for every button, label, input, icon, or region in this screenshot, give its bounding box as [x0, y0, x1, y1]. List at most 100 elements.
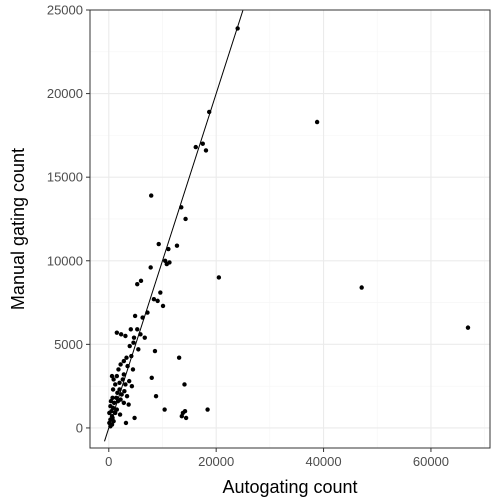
- x-tick-label: 60000: [413, 454, 449, 469]
- data-point: [176, 355, 182, 360]
- data-point: [109, 373, 115, 379]
- data-point: [111, 400, 117, 406]
- data-point: [156, 241, 161, 247]
- data-point: [142, 335, 147, 340]
- data-point: [123, 333, 128, 339]
- x-tick-label: 0: [105, 454, 112, 469]
- data-point: [135, 327, 140, 332]
- data-point: [166, 246, 171, 252]
- data-point: [124, 355, 129, 360]
- x-tick-label: 40000: [305, 454, 341, 469]
- data-point: [117, 387, 122, 392]
- y-axis-ticks: 0 5000 10000 15000 20000 25000: [47, 3, 90, 435]
- data-point: [235, 26, 240, 31]
- data-point: [129, 353, 134, 359]
- data-point: [158, 290, 163, 295]
- data-point: [110, 415, 115, 421]
- data-point: [182, 409, 188, 414]
- data-point: [119, 392, 124, 397]
- data-point: [129, 383, 135, 389]
- data-point: [120, 377, 125, 382]
- data-point: [131, 340, 136, 345]
- data-point: [136, 347, 141, 352]
- data-point: [314, 119, 320, 125]
- data-point: [127, 343, 132, 349]
- data-point: [148, 265, 153, 270]
- data-point: [114, 395, 119, 401]
- y-tick-label: 10000: [47, 253, 83, 268]
- data-point: [115, 398, 121, 404]
- data-point: [117, 380, 122, 386]
- data-point: [122, 388, 127, 394]
- data-point: [132, 415, 137, 421]
- data-point: [153, 393, 159, 399]
- data-point: [130, 367, 136, 372]
- data-point: [107, 410, 112, 416]
- data-point: [118, 332, 124, 337]
- data-point: [200, 141, 205, 146]
- data-point: [114, 330, 120, 335]
- y-tick-label: 0: [76, 420, 83, 435]
- y-axis-title: Manual gating count: [8, 148, 28, 310]
- data-point: [121, 372, 127, 377]
- data-point: [110, 387, 116, 392]
- data-point: [138, 332, 143, 337]
- data-point: [216, 275, 222, 280]
- data-point: [179, 414, 185, 419]
- data-point: [138, 278, 144, 284]
- data-point: [135, 281, 140, 287]
- data-point: [125, 363, 130, 369]
- data-point: [160, 303, 166, 309]
- data-point: [113, 410, 118, 416]
- data-point: [145, 310, 150, 315]
- x-axis-ticks: 0 20000 40000 60000: [105, 448, 449, 469]
- data-point: [174, 243, 180, 248]
- data-point: [132, 313, 138, 319]
- x-axis-title: Autogating count: [222, 477, 357, 497]
- data-point: [155, 298, 160, 304]
- data-point: [114, 373, 120, 379]
- data-point: [126, 378, 132, 384]
- data-point: [113, 382, 118, 387]
- plot-panel: [90, 10, 490, 448]
- data-point: [121, 358, 127, 364]
- data-point: [162, 258, 168, 263]
- data-points: [107, 26, 471, 429]
- panel-border: [89, 9, 491, 449]
- data-point: [111, 377, 116, 382]
- y-tick-label: 5000: [54, 337, 83, 352]
- data-point: [183, 216, 188, 222]
- data-point: [183, 415, 189, 421]
- data-point: [118, 362, 123, 367]
- y-tick-label: 25000: [47, 3, 83, 18]
- data-point: [126, 402, 131, 407]
- data-point: [124, 393, 130, 399]
- data-point: [110, 405, 116, 411]
- data-point: [115, 390, 120, 396]
- data-point: [149, 375, 154, 380]
- data-point: [151, 297, 157, 302]
- data-point: [149, 193, 154, 198]
- y-tick-label: 15000: [47, 170, 83, 185]
- x-tick-label: 20000: [198, 454, 234, 469]
- data-point: [111, 419, 116, 424]
- data-point: [123, 382, 128, 387]
- data-point: [164, 261, 169, 267]
- data-point: [117, 412, 123, 417]
- data-point: [359, 285, 364, 290]
- data-point: [140, 315, 145, 320]
- data-point: [123, 420, 129, 426]
- data-point: [179, 205, 184, 210]
- data-point: [110, 395, 115, 401]
- data-point: [193, 144, 198, 150]
- data-point: [206, 109, 212, 115]
- data-point: [205, 407, 210, 412]
- data-point: [465, 325, 471, 330]
- data-point: [121, 400, 127, 406]
- y-tick-label: 20000: [47, 86, 83, 101]
- data-point: [116, 367, 121, 372]
- data-point: [182, 382, 187, 387]
- data-point: [162, 407, 167, 412]
- data-point: [131, 335, 137, 340]
